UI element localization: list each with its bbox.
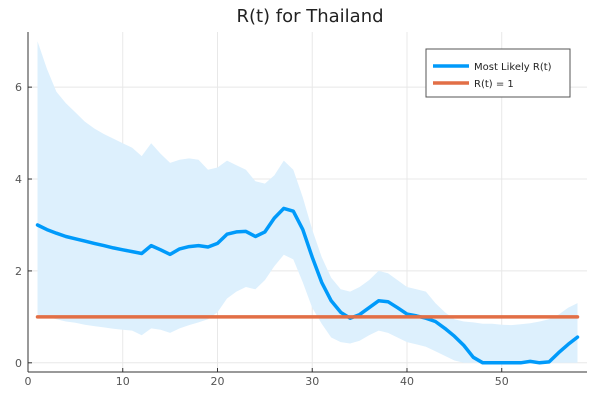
- legend-label-threshold: R(t) = 1: [474, 79, 514, 90]
- confidence-band: [37, 41, 578, 363]
- axes: [27, 32, 587, 373]
- x-tick-label: 30: [305, 375, 319, 388]
- tick-labels: 0 10 20 30 40 50 0 2 4 6: [15, 81, 509, 388]
- most-likely-line: [35, 206, 580, 365]
- legend-label-most-likely: Most Likely R(t): [474, 62, 552, 73]
- confidence-band-area: [37, 41, 578, 363]
- y-tick-label: 0: [15, 357, 22, 370]
- legend-box: [425, 48, 571, 98]
- x-tick-label: 50: [495, 375, 509, 388]
- chart-title: R(t) for Thailand: [236, 6, 383, 27]
- series-lines: [35, 206, 580, 365]
- legend: Most Likely R(t) R(t) = 1: [425, 48, 571, 98]
- y-tick-label: 6: [15, 81, 22, 94]
- x-tick-label: 40: [400, 375, 414, 388]
- y-tick-label: 4: [15, 173, 22, 186]
- x-tick-label: 20: [210, 375, 224, 388]
- y-tick-label: 2: [15, 265, 22, 278]
- x-tick-label: 10: [116, 375, 130, 388]
- x-tick-label: 0: [25, 375, 32, 388]
